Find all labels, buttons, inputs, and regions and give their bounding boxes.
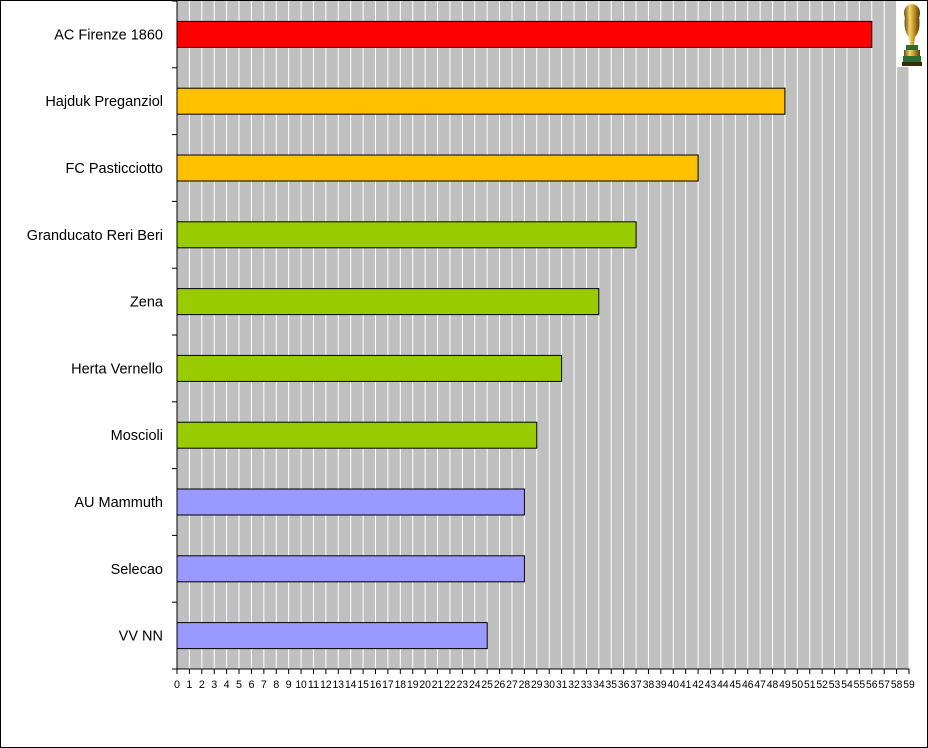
category-label: Selecao	[111, 562, 163, 578]
x-tick-label: 27	[506, 679, 518, 691]
category-label: FC Pasticciotto	[66, 161, 164, 177]
x-tick-label: 13	[333, 679, 345, 691]
x-tick-label: 16	[370, 679, 382, 691]
x-tick-label: 55	[854, 679, 866, 691]
x-tick-label: 24	[469, 679, 481, 691]
x-tick-label: 57	[878, 679, 890, 691]
x-tick-label: 47	[754, 679, 766, 691]
x-tick-label: 40	[668, 679, 680, 691]
x-tick-label: 39	[655, 679, 667, 691]
x-tick-label: 35	[605, 679, 617, 691]
x-tick-label: 3	[211, 679, 217, 691]
x-tick-label: 38	[643, 679, 655, 691]
x-tick-label: 44	[717, 679, 729, 691]
x-tick-label: 11	[308, 679, 320, 691]
category-label: Hajduk Preganziol	[45, 94, 163, 110]
x-tick-label: 10	[295, 679, 307, 691]
bars	[176, 20, 873, 650]
x-tick-label: 28	[519, 679, 531, 691]
x-tick-label: 12	[320, 679, 332, 691]
x-tick-label: 56	[866, 679, 878, 691]
bar	[176, 488, 525, 516]
x-tick-label: 58	[891, 679, 903, 691]
x-tick-label: 2	[199, 679, 205, 691]
x-tick-label: 31	[556, 679, 568, 691]
x-tick-label: 22	[444, 679, 456, 691]
x-tick-label: 20	[419, 679, 431, 691]
bar	[176, 87, 786, 115]
bar	[176, 354, 563, 382]
bar	[176, 154, 699, 182]
x-tick-label: 21	[432, 679, 444, 691]
x-tick-label: 59	[903, 679, 915, 691]
x-tick-label: 5	[236, 679, 242, 691]
x-tick-label: 14	[345, 679, 357, 691]
x-tick-label: 50	[792, 679, 804, 691]
x-tick-label: 37	[630, 679, 642, 691]
x-tick-label: 36	[618, 679, 630, 691]
x-tick-label: 29	[531, 679, 543, 691]
x-tick-label: 43	[705, 679, 717, 691]
category-label: Moscioli	[111, 428, 163, 444]
x-tick-label: 46	[742, 679, 754, 691]
bar	[176, 221, 637, 249]
x-tick-label: 41	[680, 679, 692, 691]
x-tick-label: 32	[568, 679, 580, 691]
x-tick-label: 4	[224, 679, 230, 691]
category-labels: AC Firenze 1860 Hajduk Preganziol FC Pasti…	[27, 27, 164, 644]
x-tick-label: 18	[395, 679, 407, 691]
x-tick-label: 48	[767, 679, 779, 691]
axes	[172, 1, 910, 674]
bar	[176, 421, 538, 449]
category-label: Herta Vernello	[71, 361, 163, 377]
x-tick-label: 17	[382, 679, 394, 691]
x-tick-label: 23	[457, 679, 469, 691]
x-tick-label: 0	[174, 679, 180, 691]
x-tick-label: 33	[581, 679, 593, 691]
x-tick-label: 8	[273, 679, 279, 691]
x-tick-label: 53	[829, 679, 841, 691]
bar	[176, 622, 488, 650]
x-tick-label: 30	[543, 679, 555, 691]
x-tick-label: 9	[286, 679, 292, 691]
bar	[176, 288, 600, 316]
x-tick-label: 19	[407, 679, 419, 691]
category-label: AU Mammuth	[74, 495, 163, 511]
x-tick-label: 34	[593, 679, 605, 691]
x-tick-label: 6	[248, 679, 254, 691]
bar	[176, 20, 873, 48]
x-tick-label: 1	[186, 679, 192, 691]
x-tick-label: 52	[816, 679, 828, 691]
world-cup-trophy-icon	[897, 1, 927, 67]
x-tick-label: 7	[261, 679, 267, 691]
x-tick-label: 15	[357, 679, 369, 691]
x-tick-label: 54	[841, 679, 853, 691]
x-tick-label: 42	[692, 679, 704, 691]
x-tick-label: 26	[494, 679, 506, 691]
category-label: Zena	[130, 295, 164, 311]
category-label: Granducato Reri Beri	[27, 228, 163, 244]
category-label: VV NN	[119, 629, 163, 645]
bar	[176, 555, 525, 583]
category-label: AC Firenze 1860	[54, 27, 163, 43]
tick-labels: 0 1 2 3 4 5 6 7 8 9 10 11 12 13 14 15 16 17 18 19 20 21 22 23 24…	[174, 679, 915, 691]
x-tick-label: 49	[779, 679, 791, 691]
x-tick-label: 45	[730, 679, 742, 691]
x-tick-label: 51	[804, 679, 816, 691]
x-tick-label: 25	[481, 679, 493, 691]
